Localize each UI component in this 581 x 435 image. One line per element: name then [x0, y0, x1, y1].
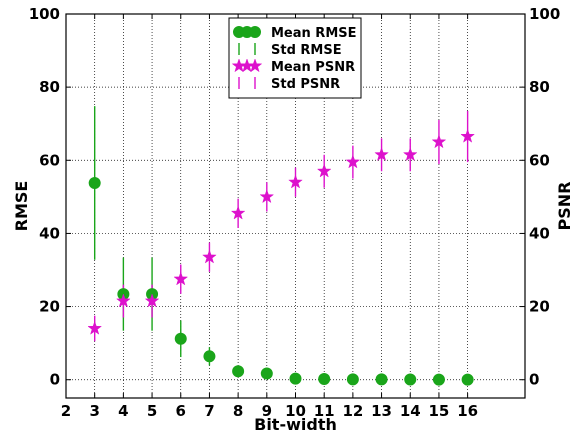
- y-tick-label-left: 60: [39, 151, 60, 169]
- rmse-point: [461, 373, 474, 386]
- x-tick-label: 10: [285, 402, 306, 420]
- psnr-point: [202, 249, 217, 264]
- rmse-point: [174, 332, 187, 345]
- rmse-point: [88, 176, 101, 189]
- legend-label-mean-rmse: Mean RMSE: [271, 26, 357, 41]
- rmse-point: [346, 373, 359, 386]
- y-tick-label-right: 60: [529, 151, 550, 169]
- y-tick-label-right: 100: [529, 5, 560, 23]
- rmse-point: [289, 372, 302, 385]
- psnr-point: [460, 128, 476, 143]
- legend-label-std-rmse: Std RMSE: [271, 43, 342, 58]
- y-tick-label-left: 20: [39, 298, 60, 316]
- y-tick-label-right: 40: [529, 224, 550, 242]
- x-tick-label: 14: [400, 402, 421, 420]
- psnr-point: [230, 205, 246, 220]
- x-tick-label: 15: [429, 402, 450, 420]
- psnr-point: [87, 320, 103, 335]
- y-tick-label-left: 0: [50, 371, 60, 389]
- y-tick-label-left: 40: [39, 224, 60, 242]
- y-tick-label-right: 0: [529, 371, 539, 389]
- rmse-point: [260, 367, 273, 380]
- psnr-point: [316, 163, 332, 178]
- y-axis-label-right: PSNR: [555, 182, 574, 231]
- psnr-point: [345, 154, 361, 169]
- y-axis-label-left: RMSE: [12, 181, 31, 232]
- error-bars: [93, 106, 469, 380]
- rmse-point: [404, 373, 417, 386]
- y-tick-label-left: 100: [29, 5, 60, 23]
- legend-marker-mean-rmse: [249, 26, 261, 38]
- x-tick-label: 7: [204, 402, 214, 420]
- legend-marker-mean-psnr: [247, 58, 263, 73]
- legend-label-std-psnr: Std PSNR: [271, 77, 340, 92]
- x-tick-label: 5: [147, 402, 157, 420]
- psnr-point: [288, 174, 303, 189]
- x-tick-label: 16: [457, 402, 478, 420]
- x-tick-label: 3: [89, 402, 99, 420]
- psnr-point: [402, 147, 418, 162]
- x-tick-label: 9: [262, 402, 272, 420]
- rmse-point: [318, 372, 331, 385]
- y-tick-label-left: 80: [39, 78, 60, 96]
- rmse-point: [375, 373, 388, 386]
- psnr-point: [144, 293, 160, 308]
- x-tick-label: 2: [61, 402, 71, 420]
- psnr-point: [259, 189, 275, 204]
- x-tick-label: 13: [371, 402, 392, 420]
- rmse-point: [232, 365, 245, 378]
- rmse-point: [203, 350, 216, 363]
- x-tick-label: 8: [233, 402, 243, 420]
- rmse-point: [432, 373, 445, 386]
- x-tick-label: 12: [342, 402, 363, 420]
- psnr-point: [374, 147, 389, 162]
- y-tick-label-right: 20: [529, 298, 550, 316]
- psnr-point: [173, 271, 189, 286]
- data-markers: [87, 128, 476, 386]
- legend: Mean RMSE Std RMSE Mean PSNR Std PSNR: [228, 17, 362, 99]
- y-tick-label-right: 80: [529, 78, 550, 96]
- legend-label-mean-psnr: Mean PSNR: [271, 60, 355, 75]
- x-axis-label: Bit-width: [254, 415, 337, 434]
- x-tick-label: 11: [314, 402, 335, 420]
- psnr-point: [115, 293, 131, 308]
- x-tick-label: 4: [118, 402, 128, 420]
- psnr-point: [431, 134, 447, 149]
- x-tick-label: 6: [176, 402, 186, 420]
